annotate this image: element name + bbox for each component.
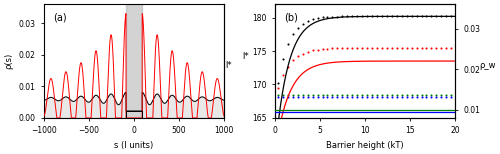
Text: (a): (a)	[53, 12, 66, 22]
Y-axis label: l*: l*	[225, 61, 232, 70]
Y-axis label: l*: l*	[242, 52, 249, 61]
Bar	[126, 4, 142, 118]
X-axis label: s (l units): s (l units)	[114, 141, 154, 150]
Text: (b): (b)	[284, 12, 298, 22]
X-axis label: Barrier height (kT): Barrier height (kT)	[326, 141, 404, 150]
Y-axis label: ρ_w: ρ_w	[480, 61, 496, 70]
Y-axis label: ρ(s): ρ(s)	[4, 53, 13, 69]
